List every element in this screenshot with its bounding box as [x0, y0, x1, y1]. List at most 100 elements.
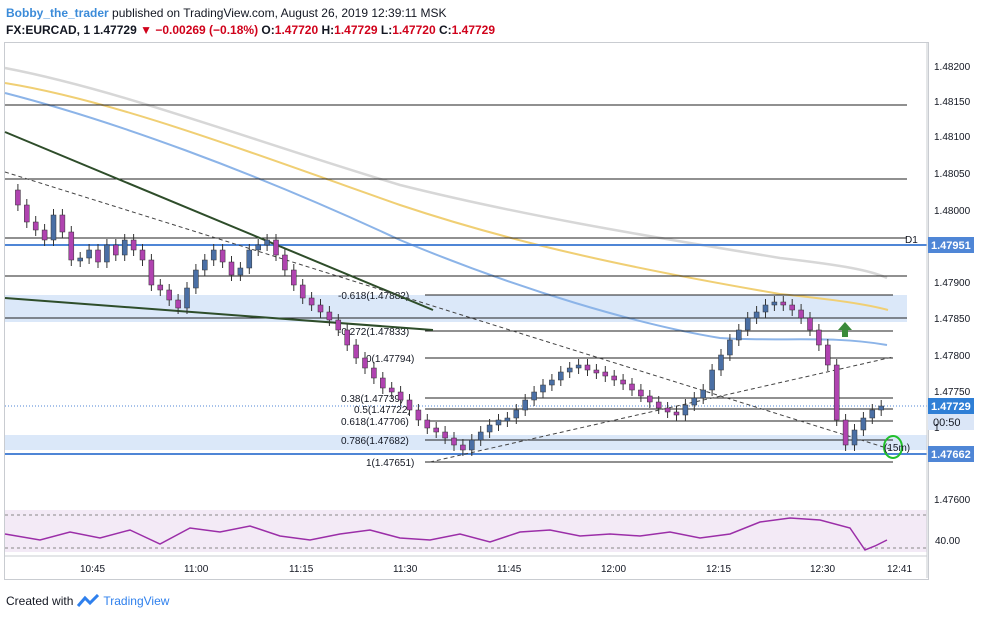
tradingview-brand[interactable]: TradingView	[103, 594, 170, 608]
time-tick: 12:30	[810, 564, 835, 575]
candle-body	[540, 384, 546, 393]
down-arrow-icon: ▼	[140, 23, 152, 37]
candle-body	[32, 221, 39, 231]
candle-body	[68, 231, 75, 261]
time-tick: 11:30	[393, 564, 418, 575]
candle-body	[397, 391, 404, 401]
candle-body	[744, 317, 751, 331]
candle-body	[24, 204, 30, 223]
candle-body	[860, 417, 867, 431]
candle-body	[762, 304, 769, 313]
candle-body	[469, 439, 475, 451]
candle-body	[664, 407, 671, 413]
last-price-tag	[928, 398, 974, 414]
candle-body	[237, 267, 244, 276]
candle-body	[193, 269, 199, 289]
fib-label: 0.5(1.47722)	[354, 405, 411, 416]
time-axis[interactable]: 10:45 11:00 11:15 11:30 11:45 12:00 12:1…	[80, 564, 912, 575]
candle-body	[495, 419, 502, 426]
price-tick: 1.48000	[934, 206, 971, 217]
candle-body	[558, 371, 564, 381]
last-price: 1.47729	[93, 23, 137, 37]
low-price-tag-text: 1.47662	[931, 449, 971, 461]
candle-body	[380, 377, 386, 389]
candle-body	[620, 379, 626, 385]
low-label: L:	[380, 23, 393, 37]
candle-body	[50, 214, 57, 241]
candle-body	[522, 399, 528, 411]
time-tick: 11:45	[497, 564, 522, 575]
candle-body	[344, 329, 350, 346]
candle-body	[139, 249, 146, 261]
small-tag-text: 1	[934, 423, 940, 434]
rsi-pane	[5, 510, 927, 552]
candle-body	[415, 409, 422, 421]
candle-body	[611, 375, 617, 381]
candle-body	[299, 284, 306, 299]
candle-body	[816, 329, 822, 346]
candle-body	[753, 311, 760, 319]
time-tick: 12:41	[887, 564, 912, 575]
candle-body	[575, 364, 582, 369]
candle-body	[308, 297, 315, 306]
author-name[interactable]: Bobby_the_trader	[6, 6, 109, 20]
ma-grey-line	[4, 66, 888, 280]
candle-body	[166, 289, 172, 301]
candle-body	[442, 431, 448, 439]
candle-body	[335, 319, 342, 331]
created-with-text: Created with	[6, 594, 74, 608]
candle-body	[869, 409, 876, 419]
close-value: 1.47729	[451, 23, 496, 37]
candle-body	[602, 371, 609, 377]
price-tick: 1.47750	[934, 387, 971, 398]
fib-label: -0.618(1.47882)	[338, 291, 409, 302]
candle-body	[406, 399, 413, 411]
candle-body	[362, 357, 368, 369]
candle-body	[353, 344, 359, 359]
high-value: 1.47729	[334, 23, 378, 37]
candle-body	[371, 367, 377, 379]
price-tick: 1.48050	[934, 169, 971, 180]
trendline-dashed-up[interactable]	[429, 356, 894, 463]
price-tick: 1.48150	[934, 97, 971, 108]
last-price-tag-text: 1.47729	[931, 401, 971, 413]
candle-body	[798, 309, 804, 319]
candle-body	[451, 437, 457, 446]
candle-body	[807, 317, 813, 331]
price-axis[interactable]: 1.48200 1.48150 1.48100 1.48050 1.48000 …	[934, 62, 971, 506]
price-tick: 1.47600	[934, 495, 971, 506]
candle-body	[282, 254, 288, 271]
ma-blue-line	[4, 92, 888, 346]
candle-body	[59, 214, 66, 233]
down-arrow-marker-icon[interactable]	[838, 322, 852, 337]
candle-body	[255, 244, 261, 251]
highlight-circle-icon[interactable]	[883, 435, 903, 459]
published-text: published on TradingView.com, August 26,…	[112, 6, 447, 20]
footer: Created with TradingView	[6, 594, 169, 608]
open-label: O:	[261, 23, 275, 37]
fib-label: 0.38(1.47739)	[341, 394, 403, 405]
candle-body	[121, 239, 128, 256]
candle-body	[326, 311, 333, 321]
time-tick: 10:45	[80, 564, 105, 575]
candle-body	[825, 344, 831, 366]
candle-body	[531, 391, 537, 401]
trendline-green-lower[interactable]	[4, 297, 434, 331]
candle-body	[291, 269, 297, 286]
candle-body	[700, 389, 706, 399]
fib-label: 1(1.47651)	[366, 458, 414, 469]
candle-body	[593, 369, 600, 374]
candle-body	[709, 369, 715, 391]
price-tick: 1.48100	[934, 132, 971, 143]
low-value: 1.47720	[392, 23, 436, 37]
candle-body	[851, 429, 858, 446]
trendline-green-upper[interactable]	[4, 131, 434, 311]
countdown-tag-text: 00:50	[933, 417, 961, 429]
candle-body	[95, 249, 101, 263]
candle-body	[691, 397, 698, 406]
candle-body	[771, 301, 778, 306]
candle-body	[736, 329, 742, 341]
fib-label: 0.618(1.47706)	[341, 417, 409, 428]
trendline-dashed-down[interactable]	[4, 171, 894, 451]
